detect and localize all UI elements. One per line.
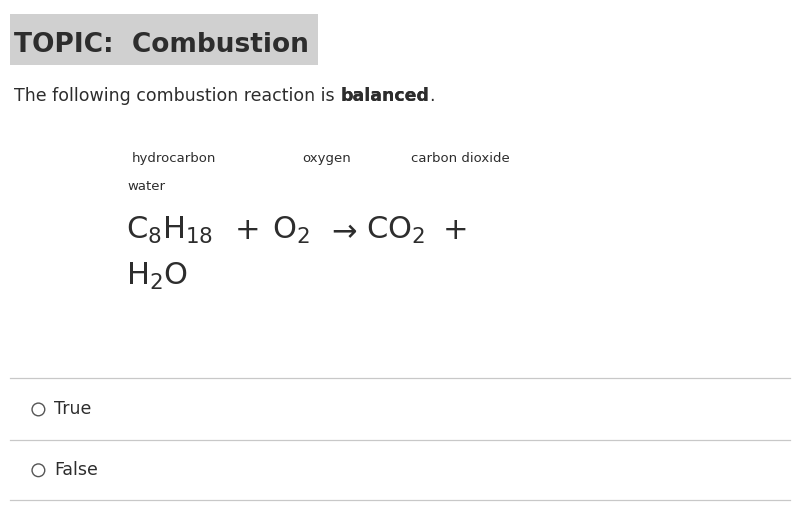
Text: False: False — [54, 461, 98, 479]
Text: $\mathregular{C_8H_{18}}$: $\mathregular{C_8H_{18}}$ — [126, 215, 214, 245]
Text: The following combustion reaction is: The following combustion reaction is — [14, 87, 341, 105]
Text: .: . — [430, 87, 435, 105]
Text: hydrocarbon: hydrocarbon — [132, 152, 217, 165]
Text: $\rightarrow$: $\rightarrow$ — [326, 216, 358, 244]
Text: True: True — [54, 400, 92, 418]
Text: water: water — [127, 180, 166, 193]
Text: oxygen: oxygen — [302, 152, 350, 165]
Text: balanced: balanced — [341, 87, 430, 105]
Text: $\mathregular{+}$: $\mathregular{+}$ — [442, 216, 466, 244]
Text: TOPIC:  Combustion: TOPIC: Combustion — [14, 32, 310, 58]
Text: balanced: balanced — [341, 87, 430, 105]
Text: $\mathregular{H_2O}$: $\mathregular{H_2O}$ — [126, 261, 188, 291]
Text: $\mathregular{+}$: $\mathregular{+}$ — [234, 216, 258, 244]
Text: carbon dioxide: carbon dioxide — [410, 152, 510, 165]
Text: $\mathregular{O_2}$: $\mathregular{O_2}$ — [272, 215, 310, 245]
Text: $\mathregular{CO_2}$: $\mathregular{CO_2}$ — [366, 215, 426, 245]
